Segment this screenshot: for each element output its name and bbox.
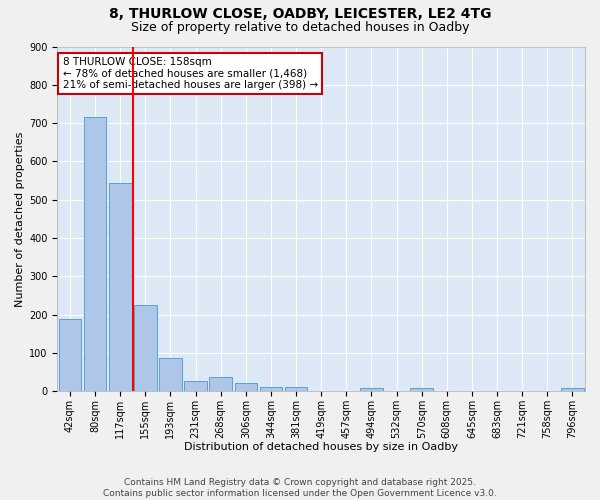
Bar: [134, 305, 157, 392]
Text: 8, THURLOW CLOSE, OADBY, LEICESTER, LE2 4TG: 8, THURLOW CLOSE, OADBY, LEICESTER, LE2 …: [109, 8, 491, 22]
Bar: [561, 388, 584, 392]
Bar: [209, 377, 232, 392]
Text: Size of property relative to detached houses in Oadby: Size of property relative to detached ho…: [131, 21, 469, 34]
Bar: [360, 388, 383, 392]
Bar: [109, 182, 131, 392]
Bar: [184, 380, 207, 392]
Text: 8 THURLOW CLOSE: 158sqm
← 78% of detached houses are smaller (1,468)
21% of semi: 8 THURLOW CLOSE: 158sqm ← 78% of detache…: [62, 57, 318, 90]
Bar: [235, 383, 257, 392]
Bar: [260, 386, 282, 392]
Y-axis label: Number of detached properties: Number of detached properties: [15, 131, 25, 306]
Bar: [59, 318, 81, 392]
Bar: [84, 118, 106, 392]
Bar: [159, 358, 182, 392]
Bar: [410, 388, 433, 392]
Bar: [285, 386, 307, 392]
Text: Contains HM Land Registry data © Crown copyright and database right 2025.
Contai: Contains HM Land Registry data © Crown c…: [103, 478, 497, 498]
X-axis label: Distribution of detached houses by size in Oadby: Distribution of detached houses by size …: [184, 442, 458, 452]
